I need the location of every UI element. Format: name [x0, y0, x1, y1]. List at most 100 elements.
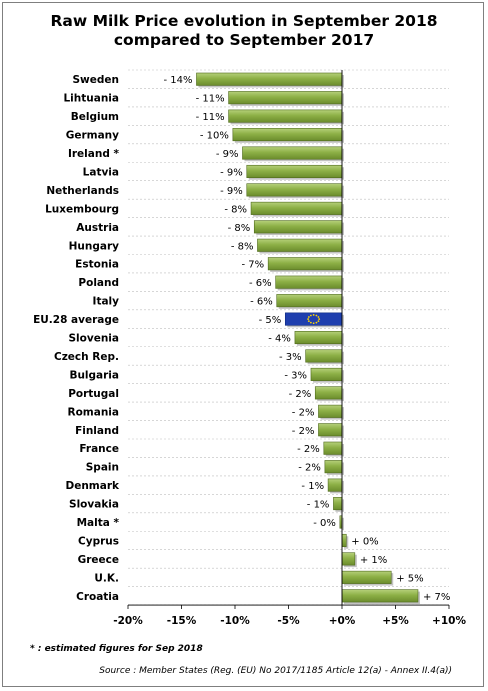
category-label: Greece	[78, 554, 119, 566]
bar	[327, 478, 343, 492]
flag-star	[309, 314, 312, 317]
bar	[333, 497, 343, 511]
x-tick-label: +5%	[382, 615, 409, 627]
category-label: Hungary	[69, 240, 120, 252]
value-label: - 10%	[200, 131, 229, 142]
category-label: Latvia	[83, 166, 119, 178]
bar	[257, 238, 343, 252]
bar	[341, 570, 392, 584]
value-label: - 3%	[279, 352, 302, 363]
category-label: Denmark	[66, 480, 121, 492]
bar	[294, 330, 343, 345]
category-label: Slovenia	[68, 333, 119, 345]
x-tick-label: +0%	[329, 615, 356, 627]
value-label: + 5%	[396, 573, 423, 584]
bar	[246, 164, 343, 178]
category-label: EU.28 average	[33, 314, 119, 326]
bar	[267, 257, 343, 271]
category-label: Croatia	[76, 591, 119, 603]
flag-star	[315, 321, 318, 324]
value-label: - 6%	[249, 278, 272, 289]
category-label: Austria	[76, 222, 119, 234]
bar	[276, 294, 343, 308]
x-tick-label: -5%	[277, 615, 300, 627]
value-label: - 8%	[231, 241, 254, 252]
bar-shadow	[341, 517, 344, 531]
category-label: Belgium	[71, 111, 119, 123]
flag-star	[312, 314, 315, 316]
bar	[324, 460, 343, 474]
value-label: + 1%	[360, 555, 387, 566]
bar	[228, 109, 343, 123]
value-label: - 11%	[196, 112, 225, 123]
value-label: - 0%	[313, 518, 336, 529]
category-label: Sweden	[73, 74, 120, 86]
category-label: Lihtuania	[63, 93, 119, 105]
category-label: U.K.	[94, 572, 119, 584]
bar	[318, 423, 343, 437]
value-label: - 9%	[220, 186, 243, 197]
bar	[314, 386, 343, 400]
category-label: Germany	[66, 130, 119, 142]
bar	[310, 367, 343, 381]
bar	[305, 349, 343, 363]
bar	[196, 72, 343, 86]
bar	[242, 146, 343, 160]
value-label: - 11%	[196, 94, 225, 105]
value-label: - 2%	[289, 389, 312, 400]
flag-star	[318, 318, 321, 320]
bar	[232, 128, 343, 142]
category-label: Luxembourg	[45, 203, 119, 215]
category-label: Poland	[78, 277, 119, 289]
bar	[228, 91, 343, 105]
value-label: + 0%	[351, 536, 378, 547]
category-label: Spain	[86, 462, 119, 474]
value-label: - 1%	[301, 481, 324, 492]
value-label: - 2%	[297, 444, 320, 455]
value-label: - 7%	[242, 260, 265, 271]
value-label: - 14%	[163, 75, 192, 86]
category-label: Czech Rep.	[54, 351, 119, 363]
chart-title-line2: compared to September 2017	[113, 31, 375, 49]
value-label: - 1%	[307, 500, 330, 511]
category-label: Slovakia	[69, 499, 119, 511]
x-tick-label: -15%	[167, 615, 197, 627]
flag-star	[317, 316, 320, 318]
bar	[341, 533, 347, 547]
flag-star	[309, 321, 312, 324]
category-label: Ireland *	[68, 148, 120, 160]
chart-title: Raw Milk Price evolution in September 20…	[0, 12, 488, 50]
category-label: Italy	[93, 296, 120, 308]
category-label: Finland	[75, 425, 119, 437]
value-label: - 3%	[284, 370, 307, 381]
category-label: France	[79, 443, 119, 455]
flag-star	[317, 320, 320, 323]
value-label: + 7%	[423, 592, 450, 603]
bar	[246, 183, 343, 197]
category-label: Romania	[68, 406, 120, 418]
value-label: - 8%	[228, 223, 251, 234]
category-label: Estonia	[75, 259, 119, 271]
flag-star	[307, 320, 310, 323]
flag-star	[307, 318, 310, 320]
x-tick-label: +10%	[432, 615, 466, 627]
x-tick-label: -20%	[113, 615, 143, 627]
bar	[250, 201, 343, 215]
value-label: - 9%	[220, 167, 243, 178]
bar	[323, 441, 343, 455]
category-label: Cyprus	[78, 535, 119, 547]
x-tick-label: -10%	[220, 615, 250, 627]
value-label: - 5%	[259, 315, 282, 326]
bar	[253, 220, 343, 234]
value-label: - 9%	[216, 149, 239, 160]
flag-star	[307, 316, 310, 318]
footnote: * : estimated figures for Sep 2018	[30, 644, 203, 654]
flag-star	[315, 314, 318, 317]
value-label: - 8%	[224, 204, 247, 215]
value-label: - 4%	[268, 334, 291, 345]
bar	[275, 275, 343, 289]
category-label: Bulgaria	[69, 369, 119, 381]
category-label: Portugal	[68, 388, 119, 400]
category-label: Netherlands	[46, 185, 119, 197]
